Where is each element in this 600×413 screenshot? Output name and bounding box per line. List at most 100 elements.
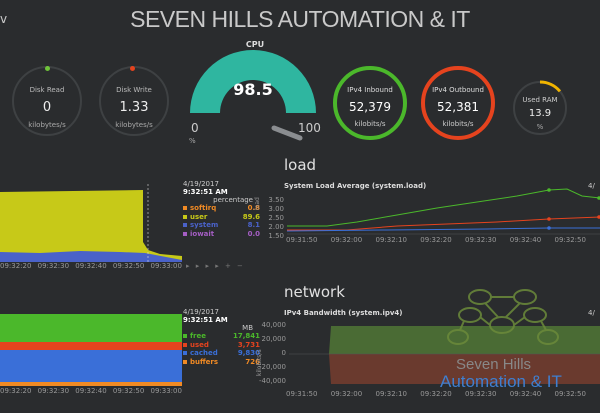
ram-free-area: [0, 314, 182, 342]
cpu-gauge-needle: [271, 125, 303, 141]
ram-x-tick: 09:32:40: [75, 387, 107, 395]
load-x-tick: 09:32:30: [465, 236, 497, 244]
corner-glyph: v: [0, 12, 8, 26]
network-x-axis: 09:31:50 09:32:00 09:32:10 09:32:20 09:3…: [286, 390, 586, 398]
used-ram-gauge: [513, 80, 567, 135]
load-chart-title: System Load Average (system.load): [284, 182, 427, 190]
page-title: SEVEN HILLS AUTOMATION & IT: [130, 6, 470, 32]
legend-value: 3,731: [237, 340, 260, 349]
network-inbound-area: [289, 326, 600, 354]
legend-swatch: [183, 342, 187, 347]
ipv4-inbound-label: IPv4 Inbound: [347, 86, 393, 94]
load-point: [547, 217, 551, 221]
legend-row[interactable]: iowait 0.0: [183, 230, 260, 239]
load-chart-corner-label: 4/: [588, 182, 595, 190]
legend-name: iowait: [190, 229, 215, 238]
load-series-1min: [287, 188, 600, 227]
legend-name: softirq: [190, 204, 217, 212]
load-x-tick: 09:32:00: [330, 236, 363, 244]
legend-name: cached: [190, 349, 218, 357]
network-y-axis: 40,000 20,000 0 -20,000 -40,000: [254, 318, 286, 388]
disk-write-unit: kilobytes/s: [115, 121, 153, 129]
legend-row[interactable]: system 8.1: [183, 221, 260, 230]
legend-row[interactable]: cached 9,830: [183, 349, 260, 358]
load-y-axis: 3.50 3.00 2.50 2.00 1.50: [264, 196, 284, 241]
cpu-unit: %: [189, 137, 196, 145]
company-logo-icon: [447, 289, 559, 345]
network-y-tick: -40,000: [258, 377, 286, 385]
ipv4-outbound-gauge: IPv4 Outbound 52,381 kilobits/s: [421, 66, 495, 140]
legend-name: used: [190, 340, 209, 349]
load-y-label: load: [254, 197, 261, 210]
cpu-x-axis: 09:32:20 09:32:30 09:32:40 09:32:50 09:3…: [0, 262, 182, 270]
legend-name: free: [190, 332, 206, 340]
load-point: [597, 196, 600, 200]
legend-value: 0.0: [247, 229, 260, 238]
legend-value: 726: [245, 357, 260, 366]
legend-swatch: [183, 359, 187, 364]
legend-swatch: [183, 351, 187, 356]
ram-x-tick: 09:32:50: [112, 387, 145, 395]
load-series-15min: [287, 227, 600, 232]
network-x-tick: 09:32:30: [465, 390, 497, 398]
ram-x-tick: 09:32:20: [0, 387, 32, 395]
ram-chart-date: 4/19/2017: [183, 308, 219, 316]
legend-row[interactable]: buffers 726: [183, 358, 260, 367]
watermark-line-1: Seven Hills: [456, 356, 532, 373]
legend-row[interactable]: used 3,731: [183, 341, 260, 350]
legend-value: 89.6: [242, 212, 260, 221]
cpu-chart-time: 9:32:51 AM: [183, 188, 228, 196]
legend-value: 9,830: [237, 349, 260, 357]
cpu-label: CPU: [245, 40, 265, 49]
legend-row[interactable]: softirq 0.8: [183, 204, 260, 213]
load-x-axis: 09:31:50 09:32:00 09:32:10 09:32:20 09:3…: [286, 236, 586, 244]
load-y-tick: 2.50: [268, 214, 284, 222]
network-y-tick: 40,000: [261, 321, 287, 329]
ipv4-outbound-value: 52,381: [437, 100, 479, 114]
disk-read-gauge: Disk Read 0 kilobytes/s: [12, 66, 82, 136]
load-x-tick: 09:32:10: [375, 236, 407, 244]
ram-buffers-area: [0, 382, 182, 386]
cpu-x-tick: 09:32:50: [112, 262, 145, 270]
load-line-chart: [287, 188, 600, 235]
legend-value: 0.8: [247, 204, 260, 212]
load-x-tick: 09:32:20: [420, 236, 452, 244]
cpu-x-tick: 09:32:40: [75, 262, 107, 270]
network-chart-corner-label: 4/: [588, 309, 595, 317]
legend-value: 17,841: [232, 332, 260, 340]
network-chart-title: IPv4 Bandwidth (system.ipv4): [284, 309, 403, 317]
disk-read-indicator-dot: [45, 66, 50, 71]
legend-swatch: [183, 223, 187, 228]
ipv4-outbound-unit: kilobits/s: [442, 120, 474, 128]
load-y-tick: 2.00: [268, 223, 284, 231]
cpu-area-chart: [0, 184, 182, 262]
legend-row[interactable]: user 89.6: [183, 213, 260, 222]
disk-write-label: Disk Write: [116, 86, 152, 94]
cpu-legend: softirq 0.8 user 89.6 system 8.1 iowait 0.0: [183, 204, 260, 238]
ram-x-tick: 09:32:30: [37, 387, 70, 395]
network-area-chart: [289, 326, 600, 384]
network-x-tick: 09:32:00: [330, 390, 363, 398]
legend-row[interactable]: free 17,841: [183, 332, 260, 341]
used-ram-unit: %: [536, 123, 544, 131]
used-ram-arc: [539, 80, 562, 93]
disk-write-indicator-dot: [130, 66, 135, 71]
cpu-gauge: [190, 50, 316, 141]
load-x-tick: 09:32:40: [509, 236, 542, 244]
ram-legend: free 17,841 used 3,731 cached 9,830 buffers…: [183, 332, 260, 366]
load-y-tick: 3.00: [268, 205, 284, 213]
ipv4-inbound-value: 52,379: [349, 100, 391, 114]
used-ram-label: Used RAM: [522, 96, 558, 104]
load-y-tick: 1.50: [268, 232, 284, 240]
chart-pan-zoom-controls[interactable]: ▸ ▸ ▸ ▸ + −: [186, 262, 245, 270]
cpu-x-tick: 09:33:00: [150, 262, 182, 270]
ipv4-inbound-gauge: IPv4 Inbound 52,379 kilobits/s: [333, 66, 407, 140]
used-ram-value: 13.9: [528, 108, 552, 119]
network-y-tick: -20,000: [258, 363, 286, 371]
ram-x-tick: 09:33:00: [150, 387, 182, 395]
network-outbound-area: [289, 354, 600, 384]
ram-cached-area: [0, 350, 182, 382]
legend-name: system: [190, 221, 219, 229]
load-x-tick: 09:31:50: [286, 236, 318, 244]
disk-read-label: Disk Read: [29, 86, 65, 94]
